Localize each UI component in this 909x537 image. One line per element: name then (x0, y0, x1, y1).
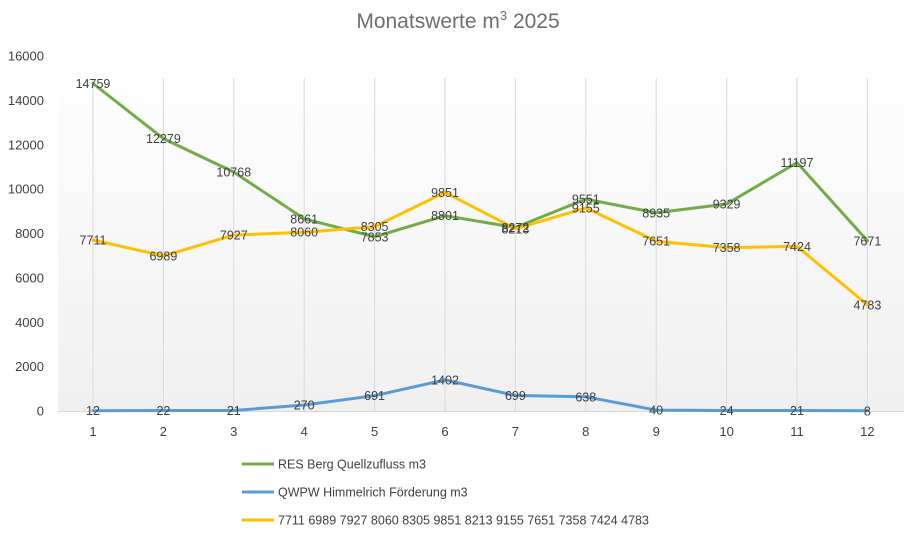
x-tick-label: 4 (301, 424, 308, 439)
data-label: 10768 (216, 166, 251, 180)
y-tick-label: 2000 (15, 359, 44, 374)
x-tick-label: 10 (719, 424, 733, 439)
data-label: 8 (864, 404, 871, 418)
data-labels: 14759 12279 10768 8661 7853 8801 8272 9551 8935 9… (76, 77, 882, 418)
data-label: 7424 (783, 240, 811, 254)
data-label: 22 (156, 404, 170, 418)
data-label: 12 (86, 404, 100, 418)
data-label: 7358 (713, 241, 741, 255)
x-tick-label: 9 (653, 424, 660, 439)
x-tick-label: 8 (582, 424, 589, 439)
data-label: 8060 (290, 226, 318, 240)
x-tick-label: 3 (230, 424, 237, 439)
legend: RES Berg Quellzufluss m3 QWPW Himmelrich … (242, 458, 649, 528)
data-label: 24 (720, 404, 734, 418)
data-label: 21 (227, 404, 241, 418)
y-tick-label: 16000 (8, 49, 44, 64)
data-label: 4783 (853, 298, 881, 312)
data-label: 8801 (431, 209, 459, 223)
data-label: 638 (575, 390, 596, 404)
series-line-3 (91, 190, 869, 307)
data-label: 7853 (361, 230, 389, 244)
data-label: 40 (649, 404, 663, 418)
data-label: 14759 (76, 77, 111, 91)
data-label: 8935 (642, 206, 670, 220)
legend-entry-label: QWPW Himmelrich Förderung m3 (278, 486, 468, 500)
data-label: 1402 (431, 373, 459, 387)
y-axis: 0 2000 4000 6000 8000 10000 12000 14000 16000 (8, 49, 44, 419)
x-tick-label: 2 (160, 424, 167, 439)
data-label: 270 (294, 399, 315, 413)
data-label: 9329 (713, 198, 741, 212)
x-tick-label: 12 (860, 424, 874, 439)
data-label: 11197 (781, 156, 814, 170)
legend-entry-label: RES Berg Quellzufluss m3 (278, 458, 426, 472)
data-label: 12279 (146, 132, 181, 146)
legend-entry-label: 7711 6989 7927 8060 8305 9851 8213 9155 … (278, 514, 649, 528)
y-tick-label: 8000 (15, 226, 44, 241)
data-label: 7927 (220, 229, 248, 243)
data-label: 7671 (853, 234, 881, 248)
data-label: 9155 (572, 201, 600, 215)
x-tick-label: 11 (790, 424, 804, 439)
y-tick-label: 12000 (8, 137, 44, 152)
series-layer (91, 82, 869, 413)
x-tick-label: 1 (89, 424, 96, 439)
data-label: 699 (505, 389, 526, 403)
data-label: 9851 (431, 186, 459, 200)
data-label: 8213 (501, 222, 529, 236)
x-tick-label: 5 (371, 424, 378, 439)
y-tick-label: 0 (37, 404, 44, 419)
data-label: 8305 (361, 220, 389, 234)
y-tick-label: 4000 (15, 315, 44, 330)
data-label: 691 (364, 389, 385, 403)
data-label: 6989 (149, 249, 177, 263)
plot-background (58, 56, 904, 412)
x-axis: 1 2 3 4 5 6 7 8 9 10 11 12 (58, 411, 904, 439)
data-label: 8272 (501, 221, 529, 235)
data-label: 7651 (642, 235, 670, 249)
x-tick-label: 7 (512, 424, 519, 439)
y-tick-label: 10000 (8, 182, 44, 197)
chart-title-superscript: 3 (500, 8, 507, 23)
x-tick-label: 6 (441, 424, 448, 439)
data-label: 21 (790, 404, 804, 418)
grid-lines (92, 78, 868, 411)
y-tick-label: 6000 (15, 270, 44, 285)
series-line-1 (91, 82, 869, 243)
data-label: 7711 (80, 233, 107, 247)
data-label: 8661 (290, 212, 318, 226)
y-tick-label: 14000 (8, 93, 44, 108)
series-line-2 (91, 378, 869, 413)
chart-title: Monatswerte m3 2025 (356, 8, 559, 33)
data-label: 9551 (572, 193, 600, 207)
